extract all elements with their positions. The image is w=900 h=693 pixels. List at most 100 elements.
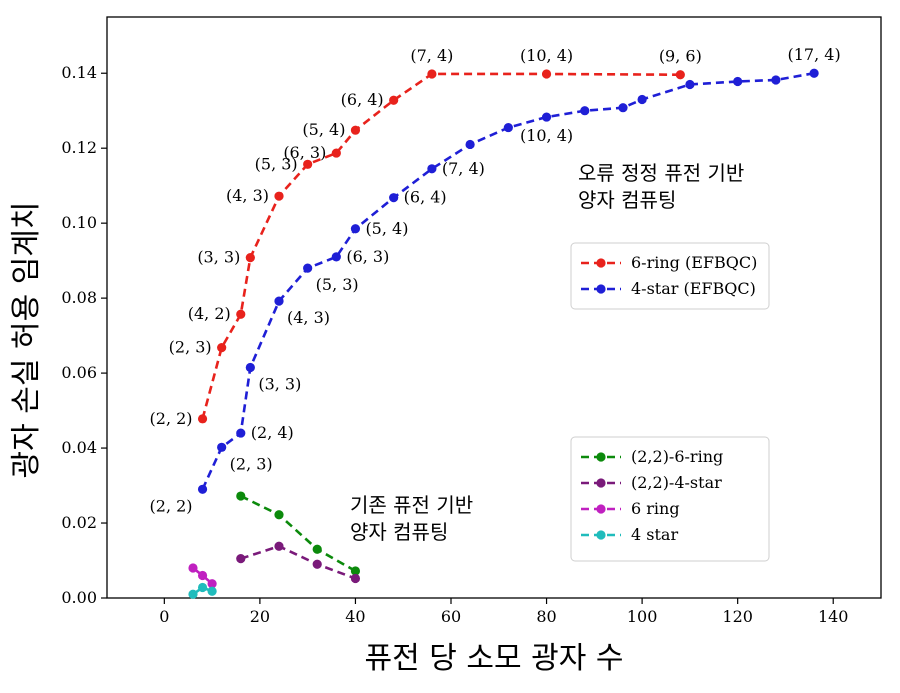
point-label: (6, 3) — [283, 143, 326, 162]
data-point — [331, 148, 341, 158]
data-point — [303, 159, 313, 169]
point-label: (7, 4) — [442, 159, 485, 178]
y-axis-label: 광자 손실 허용 임계치 — [9, 201, 44, 478]
series-line — [201, 71, 815, 490]
data-point — [350, 573, 361, 584]
point-label: (5, 3) — [255, 154, 298, 173]
data-point — [197, 582, 208, 593]
x-tick-label: 140 — [818, 607, 849, 626]
data-point — [733, 76, 743, 87]
x-tick-label: 60 — [441, 607, 461, 626]
plot-area — [106, 16, 882, 599]
data-point — [274, 296, 284, 306]
legend-entry: 6-ring (EFBQC) — [581, 253, 757, 272]
point-label: (5, 4) — [302, 120, 345, 139]
data-point — [675, 70, 685, 80]
data-point — [465, 139, 475, 150]
y-tick-label: 0.04 — [61, 438, 97, 457]
series-3 — [236, 541, 361, 584]
data-point — [809, 68, 819, 78]
region-label-line: 오류 정정 퓨전 기반 — [578, 161, 744, 185]
data-point — [685, 79, 695, 90]
data-point — [427, 69, 437, 79]
y-tick-label: 0.10 — [61, 213, 97, 232]
data-point — [350, 224, 361, 234]
data-point — [197, 414, 208, 424]
legend-swatch-marker — [596, 452, 606, 462]
point-label: (10, 4) — [520, 46, 573, 65]
point-label: (2, 3) — [230, 454, 273, 473]
region-label-line: 기존 퓨전 기반 — [350, 493, 473, 517]
point-label: (3, 3) — [258, 374, 301, 393]
legend-entry: 6 ring — [581, 499, 680, 518]
legend-label: 6 ring — [631, 499, 680, 518]
series-layer — [188, 68, 819, 599]
region-label-line: 양자 컴퓨팅 — [350, 520, 448, 544]
y-tick-label: 0.02 — [61, 513, 97, 532]
data-point — [188, 589, 198, 599]
legend-swatch-marker — [596, 258, 606, 268]
point-label: (4, 3) — [226, 186, 269, 205]
data-point — [771, 75, 781, 85]
x-tick-label: 100 — [627, 607, 658, 626]
y-tick-label: 0.08 — [61, 288, 97, 307]
data-point — [389, 193, 399, 203]
legend-swatch-marker — [596, 504, 606, 514]
data-point — [541, 69, 552, 79]
point-label: (17, 4) — [788, 45, 841, 64]
x-tick-label: 40 — [345, 607, 365, 626]
data-point — [245, 253, 255, 263]
data-point — [312, 559, 322, 569]
series-line — [201, 72, 681, 420]
data-point — [236, 491, 246, 501]
legend-conventional: (2,2)-6-ring (2,2)-4-star 6 ring 4 star — [570, 436, 770, 562]
legend-entry: (2,2)-4-star — [581, 473, 722, 492]
point-label: (7, 4) — [410, 46, 453, 65]
data-point — [618, 103, 628, 113]
series-5 — [188, 582, 217, 599]
data-point — [207, 579, 217, 589]
series-2 — [236, 491, 361, 576]
data-point — [197, 484, 208, 494]
legend-label: (2,2)-6-ring — [631, 447, 723, 466]
series-line — [240, 494, 357, 573]
data-point — [188, 563, 198, 573]
point-label: (5, 4) — [365, 219, 408, 238]
data-point — [217, 442, 227, 452]
x-tick-label: 0 — [159, 607, 169, 626]
legend-label: 4 star — [631, 525, 678, 544]
point-label: (4, 3) — [287, 308, 330, 327]
data-point — [245, 362, 255, 373]
legend-swatch-marker — [596, 284, 606, 294]
legend-swatch-marker — [596, 478, 606, 488]
point-label: (2, 3) — [169, 338, 212, 357]
legend-swatch-marker — [596, 530, 606, 540]
data-point — [207, 586, 217, 596]
point-label: (2, 2) — [150, 409, 193, 428]
data-point — [274, 191, 284, 201]
data-point — [427, 164, 437, 174]
legend-efbqc: 6-ring (EFBQC) 4-star (EFBQC) — [570, 242, 770, 310]
data-point — [236, 309, 246, 319]
series-1 — [197, 68, 819, 494]
series-0 — [197, 69, 685, 424]
x-axis-label: 퓨전 당 소모 광자 수 — [365, 641, 624, 676]
point-label: (4, 2) — [188, 304, 231, 323]
data-point — [303, 263, 313, 273]
x-tick-label: 120 — [722, 607, 753, 626]
plot-frame — [106, 16, 882, 599]
legend-entry: (2,2)-6-ring — [581, 447, 723, 466]
point-label: (6, 4) — [341, 90, 384, 109]
y-tick-label: 0.12 — [61, 138, 97, 157]
point-label: (2, 2) — [150, 496, 193, 515]
data-point — [236, 554, 246, 564]
y-tick-label: 0.06 — [61, 363, 97, 382]
y-tick-label: 0.14 — [61, 63, 97, 82]
data-point — [217, 343, 227, 353]
point-label: (2, 4) — [251, 423, 294, 442]
legends: 6-ring (EFBQC) 4-star (EFBQC) (2,2)-6-ring… — [570, 242, 770, 562]
data-point — [197, 570, 208, 581]
